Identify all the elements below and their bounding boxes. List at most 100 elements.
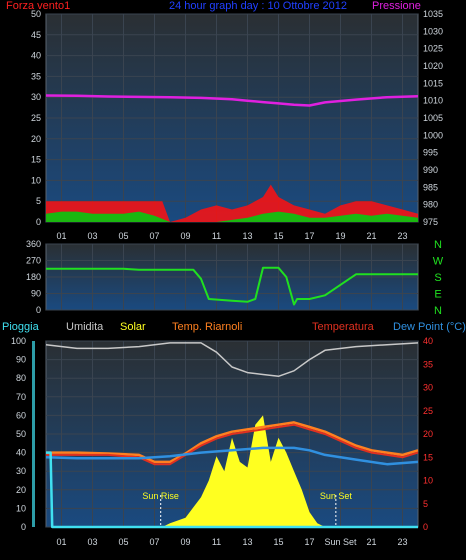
chart-layer: 0510152025303540455097598098599099510001…: [11, 9, 444, 547]
humidity-tick-label: 0: [21, 522, 26, 532]
temperature-tick-label: 15: [423, 452, 433, 462]
compass-label: W: [433, 256, 444, 268]
hour-tick-label: 15: [273, 231, 283, 241]
hour-tick-label: 23: [397, 537, 407, 547]
hour-tick-label: 03: [87, 537, 97, 547]
hour-tick-label: 21: [366, 231, 376, 241]
rain-axis-strip: [32, 341, 35, 527]
sun-rise-label: Sun Rise: [142, 491, 179, 501]
pressure-tick-label: 1020: [423, 61, 443, 71]
hour-tick-label: 07: [149, 537, 159, 547]
hour-tick-label: 11: [212, 231, 221, 241]
wind-tick-label: 45: [31, 30, 41, 40]
sun-set-label: Sun Set: [320, 491, 353, 501]
hour-tick-label: 01: [56, 537, 66, 547]
temperature-tick-label: 5: [423, 499, 428, 509]
direction-tick-label: 90: [31, 289, 41, 299]
solar-label: Solar: [120, 321, 146, 333]
compass-label: E: [434, 289, 441, 301]
humidity-tick-label: 40: [16, 448, 26, 458]
pressure-tick-label: 1030: [423, 26, 443, 36]
humidity-tick-label: 30: [16, 466, 26, 476]
wind-tick-label: 5: [36, 196, 41, 206]
compass-label: N: [434, 305, 442, 317]
compass-label: N: [434, 239, 442, 251]
humidity-line: [45, 342, 419, 378]
temperature-tick-label: 30: [423, 383, 433, 393]
humidity-tick-label: 100: [11, 336, 26, 346]
hour-tick-label: Sun Set: [324, 537, 357, 547]
pressure-tick-label: 985: [423, 182, 438, 192]
hour-tick-label: 19: [335, 231, 345, 241]
humidity-tick-label: 90: [16, 355, 26, 365]
dewpoint-line: [45, 446, 419, 466]
wind-tick-label: 40: [31, 51, 41, 61]
direction-tick-label: 0: [36, 305, 41, 315]
humidity-tick-label: 60: [16, 410, 26, 420]
chart-title: 24 hour graph day : 10 Ottobre 2012: [169, 0, 347, 12]
temperature-tick-label: 25: [423, 406, 433, 416]
hour-tick-label: 15: [273, 537, 283, 547]
hour-tick-label: 21: [366, 537, 376, 547]
hour-tick-label: 17: [304, 231, 314, 241]
temperature-label: Temperatura: [312, 321, 375, 333]
hour-tick-label: 01: [56, 231, 66, 241]
temperature-tick-label: 40: [423, 336, 433, 346]
rain-label: Pioggia: [2, 321, 40, 333]
dewpoint-label: Dew Point (°C): [393, 321, 466, 333]
humidity-tick-label: 80: [16, 373, 26, 383]
compass-label: S: [434, 272, 441, 284]
wind-tick-label: 30: [31, 92, 41, 102]
temperature-tick-label: 10: [423, 476, 433, 486]
solar-radiation-area: [162, 415, 325, 527]
hour-tick-label: 17: [304, 537, 314, 547]
temperature-line: [46, 423, 419, 466]
pressure-tick-label: 1035: [423, 9, 443, 19]
hour-tick-label: 23: [397, 231, 407, 241]
wind-tick-label: 35: [31, 71, 41, 81]
wind-tick-label: 10: [31, 175, 41, 185]
pressure-axis-label: Pressione: [372, 0, 421, 12]
wind-tick-label: 25: [31, 113, 41, 123]
pressure-tick-label: 1025: [423, 44, 443, 54]
pressure-tick-label: 1010: [423, 96, 443, 106]
pressure-tick-label: 1005: [423, 113, 443, 123]
pressure-tick-label: 990: [423, 165, 438, 175]
pressure-tick-label: 995: [423, 148, 438, 158]
temperature-tick-label: 35: [423, 359, 433, 369]
direction-tick-label: 270: [26, 256, 41, 266]
humidity-tick-label: 70: [16, 392, 26, 402]
hour-tick-label: 07: [149, 231, 159, 241]
humidity-tick-label: 50: [16, 429, 26, 439]
wind-direction-line: [46, 266, 418, 306]
wind-axis-label: Forza vento1: [6, 0, 70, 12]
wind-tick-label: 15: [31, 155, 41, 165]
humidity-tick-label: 20: [16, 485, 26, 495]
wind-tick-label: 50: [31, 9, 41, 19]
hour-tick-label: 05: [118, 537, 128, 547]
pressure-line: [45, 94, 419, 107]
direction-tick-label: 360: [26, 239, 41, 249]
hour-tick-label: 11: [212, 537, 221, 547]
hour-tick-label: 09: [180, 231, 190, 241]
hour-tick-label: 09: [180, 537, 190, 547]
hour-tick-label: 13: [242, 231, 252, 241]
direction-tick-label: 180: [26, 272, 41, 282]
humidity-tick-label: 10: [16, 503, 26, 513]
temperature-tick-label: 0: [423, 522, 428, 532]
pressure-tick-label: 980: [423, 200, 438, 210]
temperature-tick-label: 20: [423, 429, 433, 439]
wind-average-area: [46, 211, 418, 222]
wind-tick-label: 0: [36, 217, 41, 227]
hour-tick-label: 13: [242, 537, 252, 547]
temp-biz-label: Temp. Riarnoli: [172, 321, 242, 333]
pressure-tick-label: 1000: [423, 130, 443, 140]
hour-tick-label: 03: [87, 231, 97, 241]
wind-tick-label: 20: [31, 134, 41, 144]
pressure-tick-label: 975: [423, 217, 438, 227]
pressure-tick-label: 1015: [423, 78, 443, 88]
hour-tick-label: 05: [118, 231, 128, 241]
rain-line: [46, 451, 418, 529]
